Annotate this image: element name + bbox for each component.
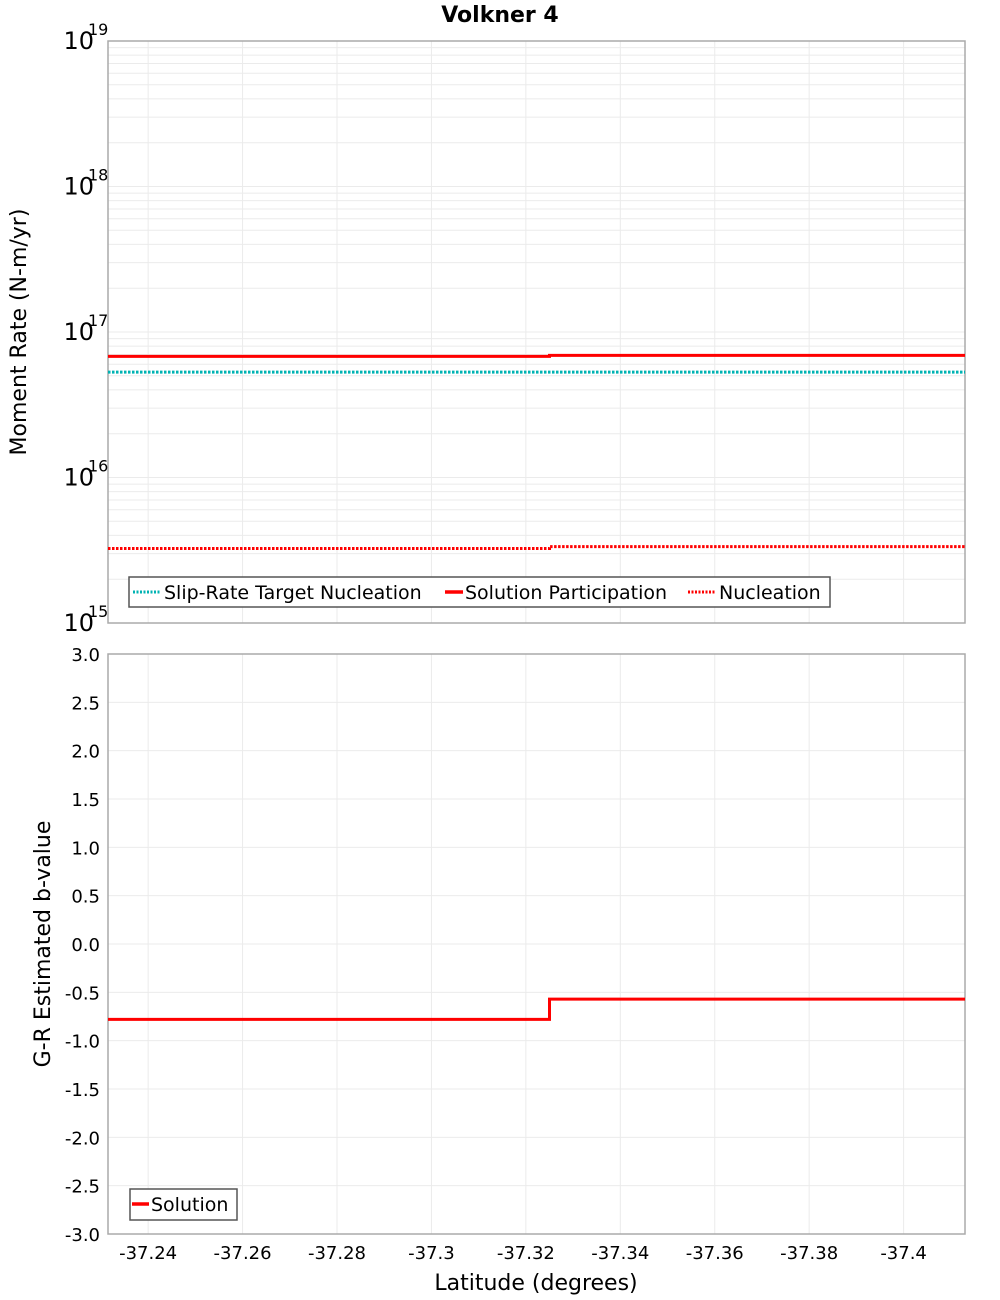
chart-title: Volkner 4	[441, 3, 559, 28]
bottom-y-tick-label: -1.0	[65, 1032, 100, 1053]
top-y-tick-exponent: 16	[88, 457, 108, 476]
bottom-y-tick-labels: 3.0 2.5 2.0 1.5 1.0 0.5 0.0 -0.5 -1.0 -1.5 -2.0 -2.…	[65, 645, 100, 1246]
legend-solution-label: Solution	[151, 1194, 228, 1216]
legend-nucleation-label: Nucleation	[719, 582, 821, 604]
x-tick-label: -37.3	[408, 1243, 455, 1264]
top-y-axis-label: Moment Rate (N-m/yr)	[7, 209, 32, 456]
top-y-tick-exponent: 15	[88, 602, 108, 621]
top-y-tick-exponent: 19	[88, 20, 108, 39]
x-tick-label: -37.34	[591, 1243, 649, 1264]
bottom-y-tick-label: 1.5	[71, 790, 100, 811]
top-y-tick-labels: 10191018101710161015	[63, 20, 108, 637]
bottom-grid	[108, 654, 965, 1234]
bottom-y-tick-label: 2.5	[71, 693, 100, 714]
bottom-y-tick-label: 0.0	[71, 935, 100, 956]
bottom-y-tick-label: -1.5	[65, 1080, 100, 1101]
legend-solution-participation-label: Solution Participation	[465, 582, 667, 604]
x-tick-label: -37.38	[780, 1243, 838, 1264]
bottom-y-tick-label: -2.5	[65, 1177, 100, 1198]
bottom-y-tick-label: 1.0	[71, 838, 100, 859]
bottom-y-tick-label: 3.0	[71, 645, 100, 666]
top-grid	[108, 41, 965, 623]
bottom-y-tick-label: -3.0	[65, 1225, 100, 1246]
x-tick-label: -37.24	[119, 1243, 177, 1264]
bottom-y-tick-label: 0.5	[71, 887, 100, 908]
top-legend: Slip-Rate Target Nucleation Solution Par…	[129, 577, 830, 607]
bottom-legend: Solution	[130, 1189, 237, 1220]
x-axis-label: Latitude (degrees)	[434, 1271, 637, 1296]
top-y-tick-exponent: 18	[88, 166, 108, 185]
bottom-series-solution	[108, 999, 965, 1019]
top-series-nucleation	[108, 547, 965, 549]
top-series	[108, 355, 965, 548]
bottom-series	[108, 999, 965, 1019]
x-tick-label: -37.26	[214, 1243, 272, 1264]
chart-figure: Volkner 4 10191018101710161015 Moment Ra…	[0, 0, 1000, 1300]
top-series-solution-participation	[108, 355, 965, 356]
legend-slip-rate-label: Slip-Rate Target Nucleation	[164, 582, 422, 604]
bottom-y-tick-label: 2.0	[71, 742, 100, 763]
top-panel: 10191018101710161015 Moment Rate (N-m/yr…	[7, 20, 965, 637]
x-tick-label: -37.36	[686, 1243, 744, 1264]
x-tick-label: -37.4	[880, 1243, 927, 1264]
x-tick-labels: -37.24 -37.26 -37.28 -37.3 -37.32 -37.34 -37.3…	[119, 1243, 927, 1264]
x-tick-label: -37.28	[308, 1243, 366, 1264]
x-tick-label: -37.32	[497, 1243, 555, 1264]
bottom-panel: 3.0 2.5 2.0 1.5 1.0 0.5 0.0 -0.5 -1.0 -1.5 -2.0 -2.…	[31, 645, 965, 1246]
bottom-y-tick-label: -2.0	[65, 1128, 100, 1149]
top-y-tick-exponent: 17	[88, 311, 108, 330]
bottom-y-axis-label: G-R Estimated b-value	[31, 821, 56, 1068]
bottom-y-tick-label: -0.5	[65, 983, 100, 1004]
